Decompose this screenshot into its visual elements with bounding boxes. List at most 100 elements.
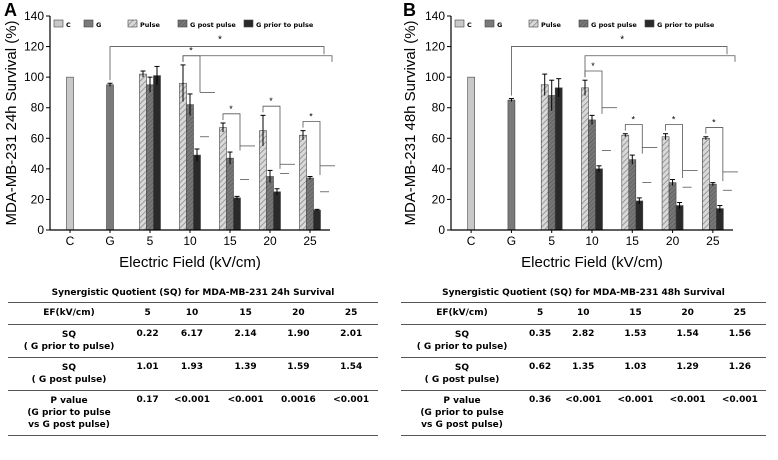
row-label-line: P value — [443, 396, 481, 406]
chart-24h: MDA-MB-231 24h Survival (%) 0 20 40 60 80 100 1… — [3, 9, 335, 271]
row-label-line: vs G post pulse) — [421, 420, 503, 430]
y-tick-label: 100 — [24, 70, 44, 84]
bar-pulse — [179, 82, 187, 231]
row-label-line: ( G prior to pulse) — [416, 342, 508, 352]
column-header: 15 — [629, 308, 642, 318]
row-label-line: ( G prior to pulse) — [23, 342, 115, 352]
y-tick-label: 40 — [31, 162, 45, 176]
significance-star: * — [269, 96, 273, 106]
sq-table-24h: Synergistic Quotient (SQ) for MDA-MB-231… — [8, 284, 378, 436]
global-bracket — [511, 46, 728, 96]
table-cell: 0.35 — [528, 329, 552, 339]
column-header: 20 — [681, 308, 694, 318]
header-label: EF(kV/cm) — [43, 308, 95, 318]
bar-g — [507, 99, 516, 231]
panel-letter: A — [4, 0, 17, 20]
legend-label: G prior to pulse — [657, 21, 715, 29]
table-cell: <0.001 — [617, 395, 654, 405]
row-label: SQ ( G post pulse) — [401, 358, 523, 391]
header-label: EF(kV/cm) — [436, 308, 488, 318]
table-row: P value (G prior to pulse vs G post pulse)… — [401, 390, 766, 436]
legend-swatch — [644, 19, 655, 28]
table-cell: 1.54 — [340, 362, 363, 372]
table-cell: 2.01 — [340, 329, 363, 339]
bar-g-prior-to-pulse — [193, 154, 201, 231]
row-label-line: ( G post pulse) — [31, 375, 107, 385]
legend-label: G — [497, 21, 502, 29]
row-label-line: ( G post pulse) — [424, 375, 500, 385]
sq-table: EF(kV/cm) 5 10 15 20 25 SQ ( G prior to pulse) 0… — [8, 302, 378, 436]
table-row: SQ ( G prior to pulse) 0.35 2.82 1.53 1.54 1.5… — [401, 324, 766, 358]
sq-table-48h: Synergistic Quotient (SQ) for MDA-MB-231… — [401, 284, 766, 436]
row-label-line: SQ — [454, 363, 470, 373]
legend-label: G post pulse — [591, 21, 637, 29]
table-title: Synergistic Quotient (SQ) for MDA-MB-231… — [442, 288, 725, 298]
y-tick-label: 0 — [37, 223, 44, 237]
bar-pulse — [219, 127, 227, 231]
bar-g-prior-to-pulse — [153, 75, 161, 231]
significance-star: * — [218, 35, 222, 46]
y-tick-label: 0 — [438, 223, 445, 237]
y-tick-label: 60 — [31, 131, 45, 145]
table-cell: 0.17 — [136, 395, 159, 405]
table-cell: 1.29 — [676, 362, 699, 372]
panel-b: B MDA-MB-231 48h Survival (%) 0 20 40 60 80 10… — [389, 0, 778, 460]
column-header: 5 — [144, 308, 151, 318]
table-cell: <0.001 — [669, 395, 706, 405]
significance-star: * — [672, 115, 676, 125]
bar-pulse — [139, 73, 147, 231]
x-tick-label: 15 — [223, 234, 237, 248]
table-title: Synergistic Quotient (SQ) for MDA-MB-231… — [51, 288, 335, 298]
bar-g-post-pulse — [547, 95, 556, 231]
sq-table: EF(kV/cm) 5 10 15 20 25 SQ ( G prior to pulse) 0… — [401, 302, 766, 436]
row-label-line: (G prior to pulse — [420, 408, 504, 418]
global-bracket — [109, 46, 325, 81]
bar-g-post-pulse — [668, 182, 677, 231]
column-header: 10 — [185, 308, 199, 318]
y-tick-label: 120 — [24, 40, 44, 54]
table-cell: <0.001 — [227, 395, 264, 405]
legend-swatch — [127, 19, 138, 28]
x-tick-label: 25 — [706, 234, 720, 248]
bar-pulse — [540, 84, 549, 231]
bar-pulse — [621, 134, 630, 231]
table-cell: 1.39 — [234, 362, 257, 372]
table-row: P value (G prior to pulse vs G post pulse)… — [8, 390, 378, 436]
column-header: 25 — [733, 308, 747, 318]
table-cell: 2.14 — [234, 329, 257, 339]
table-cell: 0.22 — [136, 329, 159, 339]
table-cell: 1.93 — [180, 362, 204, 372]
bar-g-post-pulse — [588, 119, 596, 231]
legend-swatch — [578, 19, 589, 28]
bar-g-prior-to-pulse — [554, 87, 563, 231]
bar-g-post-pulse — [266, 176, 274, 231]
table-cell: <0.001 — [333, 395, 370, 405]
bar-g-post-pulse — [226, 157, 234, 231]
significance-bracket — [705, 127, 724, 182]
table-cell: 1.54 — [676, 329, 699, 339]
significance-bracket — [302, 121, 321, 175]
table-cell: <0.001 — [173, 395, 210, 405]
chart-48h: MDA-MB-231 48h Survival (%) 0 20 40 60 80 100 1… — [402, 9, 738, 271]
panel-letter: B — [403, 0, 416, 20]
table-cell: 1.35 — [572, 362, 595, 372]
legend-label: C — [66, 21, 71, 29]
bar-g-prior-to-pulse — [233, 197, 241, 231]
table-header-row: EF(kV/cm) 5 10 15 20 25 — [8, 302, 378, 325]
significance-bracket — [665, 124, 683, 179]
bar-g-prior-to-pulse — [313, 209, 321, 231]
legend-swatch — [528, 19, 539, 28]
row-label: SQ ( G prior to pulse) — [8, 325, 130, 358]
bar-g-post-pulse — [186, 104, 194, 231]
bar-c — [467, 76, 475, 231]
table-cell: 1.56 — [728, 329, 751, 339]
y-tick-label: 20 — [31, 192, 45, 206]
y-tick-label: 100 — [425, 70, 445, 84]
y-axis-label: MDA-MB-231 48h Survival (%) — [402, 20, 419, 225]
legend-label: G prior to pulse — [256, 21, 314, 29]
legend-swatch — [484, 19, 495, 28]
legend-label: G — [96, 21, 101, 29]
row-label: SQ ( G prior to pulse) — [401, 325, 523, 358]
table-cell: 1.90 — [287, 329, 310, 339]
table-cell: <0.001 — [721, 395, 758, 405]
